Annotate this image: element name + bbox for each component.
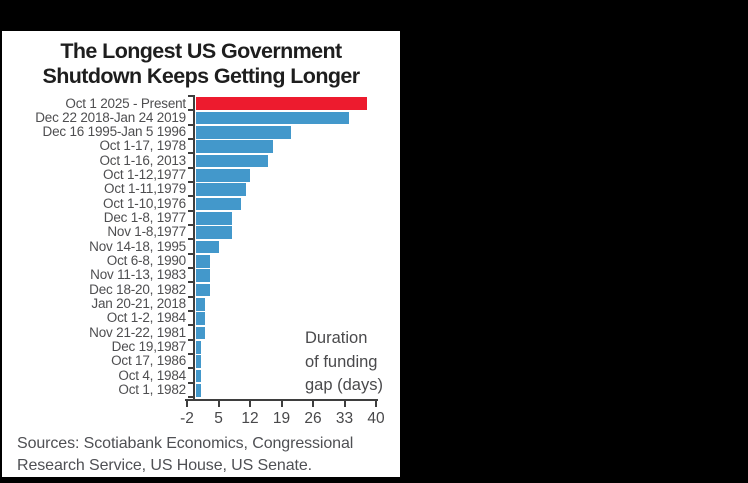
annotation-line-2: of funding [305,352,378,371]
annotation-line-3: gap (days) [305,376,383,394]
duration-bar [196,369,201,383]
category-axis-tick [188,195,193,198]
source-line-2: Research Service, US House, US Senate. [17,456,313,474]
category-axis-tick [188,395,193,398]
category-label: Nov 1-8,1977 [107,224,186,240]
category-label: Dec 16 1995-Jan 5 1996 [42,124,187,140]
category-label: Oct 1 2025 - Present [65,95,186,111]
value-axis-tick [217,399,220,407]
value-axis-tick [312,399,314,407]
category-label: Oct 1, 1982 [118,382,186,398]
category-axis-tick [188,367,193,370]
duration-bar [196,169,250,182]
category-label: Jan 20-21, 2018 [91,296,186,312]
value-axis-tick-label: -2 [180,410,194,427]
x-axis-annotation: Duration of funding gap (days) [305,327,383,398]
duration-bar [196,326,205,340]
category-axis-tick [188,152,193,155]
value-axis-tick [249,399,251,407]
category-axis-tick [188,166,193,169]
source-line-1: Sources: Scotiabank Economics, Congressi… [17,435,354,452]
value-axis-tick-label: 26 [304,410,322,427]
category-axis-line [193,95,195,399]
category-label: Oct 1-12,1977 [103,167,186,183]
category-label: Nov 14-18, 1995 [89,238,186,254]
duration-bar [196,126,291,139]
category-axis-tick [188,324,193,327]
duration-bar [196,269,210,282]
duration-bar [196,111,349,125]
value-axis-tick-label: 40 [367,410,385,427]
category-axis-tick [188,381,193,384]
duration-bar [196,240,219,254]
value-axis-tick-label: 33 [335,410,354,427]
value-axis-tick [186,399,188,407]
category-axis-tick [188,352,193,355]
category-label: Dec 18-20, 1982 [89,281,186,297]
category-axis-tick [188,252,193,255]
category-label: Oct 1-16, 2013 [99,152,186,168]
category-label: Oct 1-2, 1984 [106,310,186,326]
chart-title: The Longest US Government Shutdown Keeps… [2,39,400,89]
duration-bar [196,226,232,239]
category-label: Oct 1-11,1979 [104,181,186,197]
category-label: Oct 6-8, 1990 [106,253,186,269]
value-axis-tick-label: 5 [214,410,223,427]
duration-bar [196,212,232,225]
value-axis-tick-label: 12 [241,410,259,427]
category-label: Dec 22 2018-Jan 24 2019 [35,109,186,125]
duration-bar [196,140,273,153]
category-label: Oct 1-17, 1978 [99,138,186,154]
value-axis-tick [280,399,283,407]
category-label: Oct 4, 1984 [118,367,186,383]
source-note: Sources: Scotiabank Economics, Congressi… [17,433,353,476]
category-label: Dec 19,1987 [111,339,187,355]
duration-bar [196,183,246,196]
category-axis-tick [188,238,193,241]
category-axis-tick [188,338,193,341]
category-axis-tick [188,123,193,126]
duration-bar [196,255,210,268]
category-label: Oct 1-10,1976 [103,195,186,211]
category-axis-tick [188,180,193,183]
duration-bar [196,298,205,311]
category-axis-tick [188,109,193,112]
duration-bar [196,197,241,211]
value-axis-tick [375,399,377,407]
category-axis-tick [188,295,193,298]
category-label: Nov 11-13, 1983 [90,267,186,283]
category-label: Nov 21-22, 1981 [89,324,186,340]
category-axis-tick [188,281,193,284]
duration-bar [196,312,205,325]
category-axis-tick [188,266,193,269]
category-label: Dec 1-8, 1977 [103,210,186,226]
category-axis-tick [188,309,193,312]
category-label: Oct 17, 1986 [111,353,186,369]
duration-bar [196,341,201,354]
duration-bar [196,355,201,368]
category-axis-tick [188,223,193,226]
category-axis-tick [188,137,193,140]
chart-title-line-1: The Longest US Government [60,39,342,63]
value-axis-tick-label: 19 [272,410,291,427]
value-axis-tick [343,399,346,407]
chart-panel: The Longest US Government Shutdown Keeps… [2,31,400,477]
annotation-line-1: Duration [305,329,368,347]
duration-bar [196,283,210,297]
highlighted-duration-bar [196,97,367,110]
bar-chart: Oct 1 2025 - Present Dec 22 2018-Jan 24 2… [2,31,400,477]
duration-bar [196,384,201,397]
category-axis-tick [188,209,193,212]
duration-bar [196,154,268,168]
chart-title-line-2: Shutdown Keeps Getting Longer [42,64,360,88]
category-axis-tick [188,95,193,97]
